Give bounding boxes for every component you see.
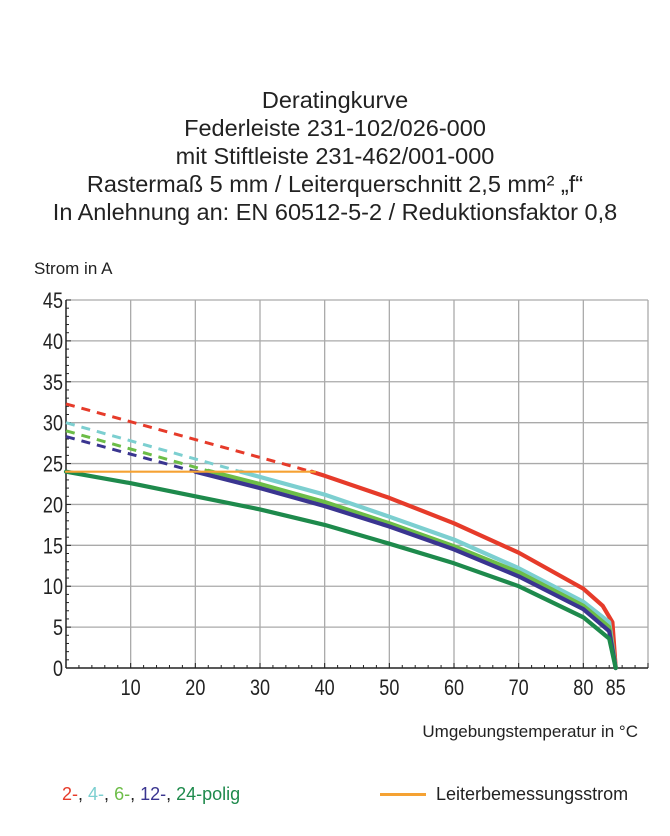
- y-tick-label: 15: [43, 535, 63, 559]
- title-line-4: Rastermaß 5 mm / Leiterquerschnitt 2,5 m…: [86, 171, 584, 197]
- series-12-polig-dashed: [65, 435, 196, 474]
- legend-poles: 2-, 4-, 6-, 12-, 24-polig: [62, 784, 241, 804]
- y-tick-label: 25: [43, 453, 63, 477]
- series-24-polig-solid: [63, 469, 618, 671]
- x-tick-label: 60: [444, 676, 464, 700]
- y-tick-label: 45: [43, 289, 63, 313]
- y-tick-label: 10: [43, 576, 63, 600]
- y-tick-label: 35: [43, 371, 63, 395]
- x-tick-label: 70: [509, 676, 529, 700]
- legend-12-pol: 12-: [140, 784, 167, 804]
- y-tick-label: 5: [53, 617, 63, 641]
- series-2-polig-dashed: [65, 402, 313, 474]
- legend-orange-swatch: [380, 793, 426, 796]
- x-tick-label: 40: [315, 676, 335, 700]
- x-tick-label: 30: [250, 676, 270, 700]
- legend-24-pol: 24: [176, 784, 197, 804]
- y-axis-label: Strom in A: [34, 259, 113, 278]
- series-12-polig-solid: [193, 469, 618, 671]
- x-tick-label: 85: [606, 676, 626, 700]
- x-axis-label: Umgebungstemperatur in °C: [422, 722, 638, 741]
- series-6-polig-dashed: [65, 429, 209, 473]
- title-line-5: In Anlehnung an: EN 60512-5-2 / Reduktio…: [52, 199, 618, 225]
- title-line-3: mit Stiftleiste 231-462/001-000: [175, 143, 495, 169]
- series-4-polig-solid: [238, 469, 618, 671]
- legend-rated-current-label: Leiterbemessungsstrom: [436, 784, 629, 804]
- legend-polig-suffix: -polig: [196, 784, 241, 804]
- legend-2-pol: 2-: [62, 784, 79, 804]
- title-line-2: Federleiste 231-102/026-000: [184, 115, 486, 141]
- title-line-1: Deratingkurve: [261, 87, 409, 113]
- y-tick-label: 40: [43, 330, 63, 354]
- x-tick-label: 80: [573, 676, 593, 700]
- legend-4-pol: 4-: [88, 784, 105, 804]
- series-2-polig-solid: [309, 469, 618, 671]
- y-tick-label: 20: [43, 494, 63, 518]
- series-6-polig-solid: [206, 468, 618, 671]
- x-tick-label: 50: [379, 676, 399, 700]
- x-tick-label: 20: [185, 676, 205, 700]
- chart-title: Deratingkurve Federleiste 231-102/026-00…: [0, 86, 670, 226]
- legend-6-pol: 6-: [114, 784, 131, 804]
- series-4-polig-dashed: [65, 421, 242, 474]
- legend-rated-current: Leiterbemessungsstrom: [380, 784, 628, 805]
- y-tick-label: 30: [43, 412, 63, 436]
- y-tick-label: 0: [53, 657, 63, 681]
- x-tick-label: 10: [121, 676, 141, 700]
